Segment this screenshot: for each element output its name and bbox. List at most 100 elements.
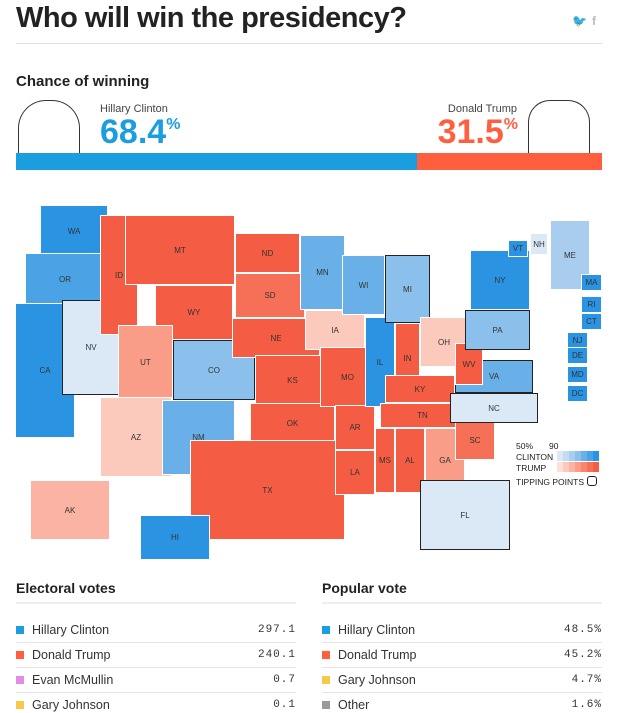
state-mi[interactable]: MI — [385, 255, 430, 323]
legend-swatch — [581, 451, 587, 461]
candidate-name: Donald Trump — [32, 648, 111, 662]
state-ks[interactable]: KS — [255, 355, 330, 405]
candidate-name: Gary Johnson — [32, 698, 110, 712]
state-nh[interactable]: NH — [530, 233, 548, 255]
legend-swatch — [569, 462, 575, 472]
trump-chance-bar — [416, 153, 602, 170]
electoral-heading: Electoral votes — [16, 580, 296, 604]
state-nc[interactable]: NC — [450, 393, 538, 423]
twitter-icon[interactable]: 🐦 — [572, 14, 587, 28]
legend-clinton-scale — [557, 451, 599, 463]
color-swatch — [322, 651, 330, 659]
us-state-map: WA OR CA NV ID MT WY UT CO AZ NM ND SD NE KS OK TX MN IA MO… — [0, 185, 625, 565]
legend-swatch — [593, 451, 599, 461]
state-wa[interactable]: WA — [40, 205, 108, 257]
legend-swatch — [569, 451, 575, 461]
state-la[interactable]: LA — [335, 450, 375, 495]
table-row: Other 1.6% — [322, 693, 602, 713]
state-wi[interactable]: WI — [342, 255, 385, 315]
legend-tipping-label: TIPPING POINTS — [516, 477, 585, 487]
state-vt[interactable]: VT — [508, 240, 528, 257]
popular-vote-table: Popular vote Hillary Clinton 48.5% Donald … — [322, 580, 602, 713]
state-ar[interactable]: AR — [335, 405, 375, 450]
clinton-portrait-icon — [18, 100, 80, 153]
value: 0.1 — [273, 699, 296, 711]
state-ma[interactable]: MA — [581, 274, 602, 291]
state-mt[interactable]: MT — [125, 215, 235, 285]
state-hi[interactable]: HI — [140, 515, 210, 560]
chance-heading: Chance of winning — [16, 73, 150, 90]
value: 4.7% — [571, 674, 602, 686]
clinton-chance: 68.4% — [100, 113, 181, 151]
state-mn[interactable]: MN — [300, 235, 345, 310]
color-swatch — [322, 676, 330, 684]
color-swatch — [16, 701, 24, 709]
tipping-point-icon — [587, 476, 597, 486]
candidate-name: Gary Johnson — [338, 673, 416, 687]
state-sc[interactable]: SC — [455, 420, 495, 460]
color-swatch — [322, 626, 330, 634]
state-ct[interactable]: CT — [581, 313, 602, 330]
state-md[interactable]: MD — [567, 366, 588, 383]
table-row: Gary Johnson 0.1 — [16, 693, 296, 713]
value: 240.1 — [257, 649, 296, 661]
value: 297.1 — [257, 624, 296, 636]
state-ri[interactable]: RI — [581, 296, 602, 313]
state-wv[interactable]: WV — [455, 343, 483, 385]
state-ak[interactable]: AK — [30, 480, 110, 540]
value: 0.7 — [273, 674, 296, 686]
state-nd[interactable]: ND — [235, 233, 300, 273]
state-tx[interactable]: TX — [190, 440, 345, 540]
legend-scale-labels: 50% 90 — [516, 441, 559, 451]
state-ny[interactable]: NY — [470, 250, 530, 310]
state-ok[interactable]: OK — [250, 403, 335, 443]
legend-swatch — [563, 451, 569, 461]
legend-trump-scale — [557, 462, 599, 474]
state-or[interactable]: OR — [25, 253, 105, 305]
legend-clinton-label: CLINTON — [516, 452, 554, 462]
trump-name: Donald Trump — [447, 103, 517, 115]
candidate-name: Hillary Clinton — [32, 623, 110, 637]
electoral-votes-table: Electoral votes Hillary Clinton 297.1 Dona… — [16, 580, 296, 713]
value: 1.6% — [571, 699, 602, 711]
value: 45.2% — [563, 649, 602, 661]
popular-heading: Popular vote — [322, 580, 602, 604]
table-row: Donald Trump 240.1 — [16, 643, 296, 668]
value: 48.5% — [563, 624, 602, 636]
table-row: Donald Trump 45.2% — [322, 643, 602, 668]
table-row: Hillary Clinton 297.1 — [16, 618, 296, 643]
table-row: Hillary Clinton 48.5% — [322, 618, 602, 643]
legend-swatch — [575, 462, 581, 472]
candidate-name: Other — [338, 698, 370, 712]
state-ms[interactable]: MS — [375, 428, 395, 493]
page-title: Who will win the presidency? — [16, 2, 407, 34]
state-ut[interactable]: UT — [118, 325, 173, 400]
candidate-name: Hillary Clinton — [338, 623, 416, 637]
state-sd[interactable]: SD — [235, 273, 305, 318]
legend-swatch — [593, 462, 599, 472]
legend-swatch — [563, 462, 569, 472]
candidate-name: Donald Trump — [338, 648, 417, 662]
divider — [16, 43, 602, 44]
state-dc[interactable]: DC — [567, 385, 588, 402]
legend-swatch — [575, 451, 581, 461]
table-row: Evan McMullin 0.7 — [16, 668, 296, 693]
state-ia[interactable]: IA — [305, 310, 365, 350]
color-swatch — [322, 701, 330, 709]
clinton-chance-bar — [16, 153, 417, 170]
trump-chance: 31.5% — [437, 113, 518, 151]
state-fl[interactable]: FL — [420, 480, 510, 550]
legend-swatch — [587, 451, 593, 461]
trump-portrait-icon — [528, 100, 590, 153]
legend-swatch — [581, 462, 587, 472]
state-ky[interactable]: KY — [385, 375, 455, 403]
facebook-icon[interactable]: f — [592, 14, 596, 28]
color-swatch — [16, 626, 24, 634]
state-de[interactable]: DE — [567, 347, 588, 364]
legend-trump-label: TRUMP — [516, 463, 547, 473]
candidate-name: Evan McMullin — [32, 673, 114, 687]
legend-swatch — [557, 462, 563, 472]
legend-swatch — [557, 451, 563, 461]
state-pa[interactable]: PA — [465, 310, 530, 350]
